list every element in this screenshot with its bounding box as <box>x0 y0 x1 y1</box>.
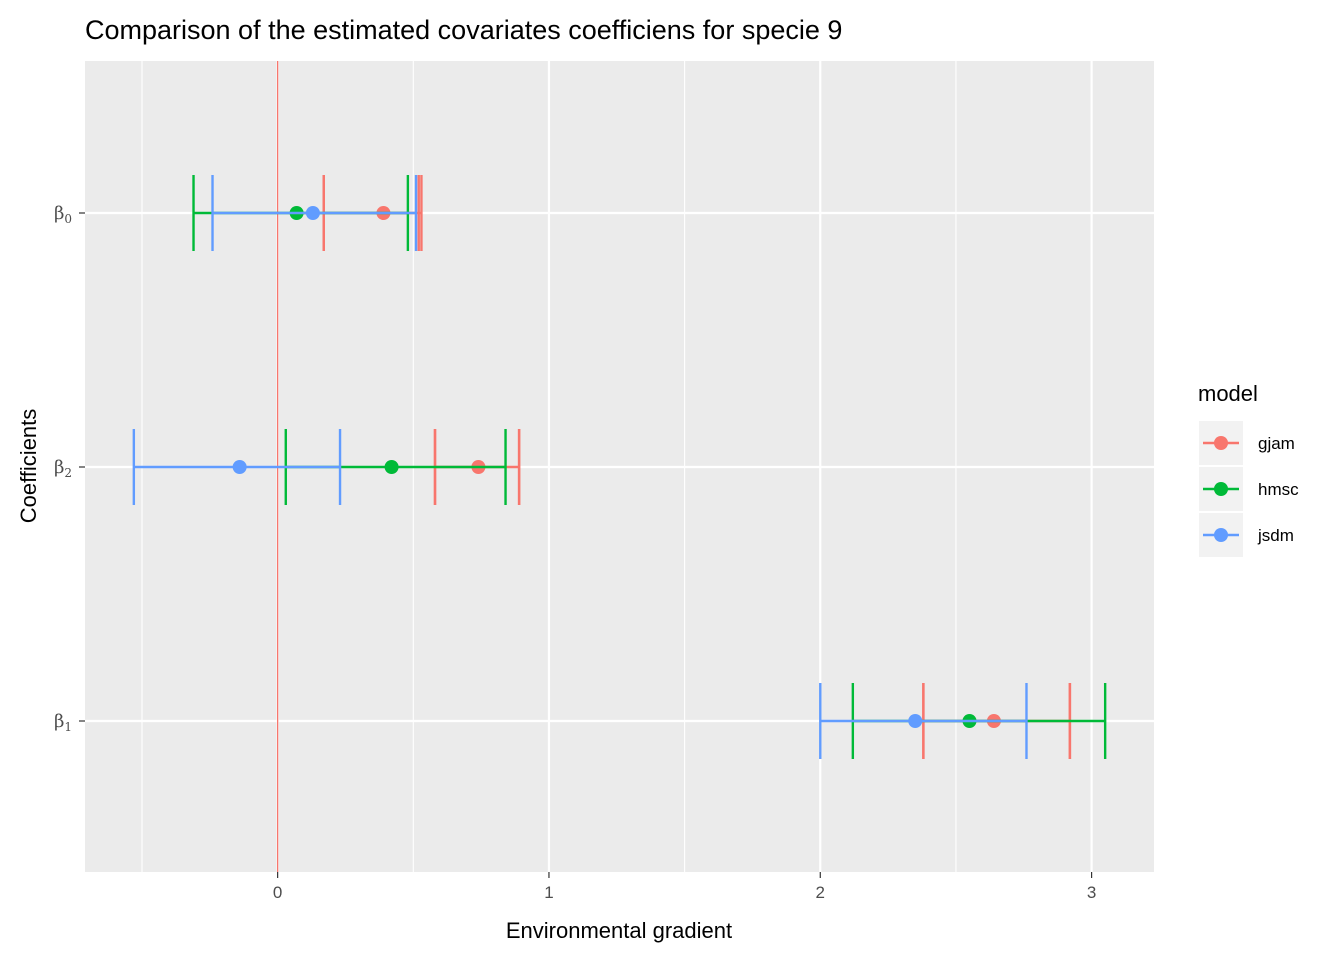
legend-label: gjam <box>1258 434 1295 453</box>
legend-key-point <box>1214 482 1228 496</box>
series-layer <box>132 175 1107 759</box>
chart-title: Comparison of the estimated covariates c… <box>85 15 842 45</box>
x-tick-label: 3 <box>1087 883 1096 902</box>
legend-label: hmsc <box>1258 480 1299 499</box>
y-tick-label: β1 <box>54 711 72 734</box>
legend-label: jsdm <box>1257 526 1294 545</box>
legend: model gjam hmsc jsdm <box>1198 381 1299 557</box>
legend-item-hmsc: hmsc <box>1199 467 1299 511</box>
series-jsdm <box>132 175 1028 759</box>
x-tick-label: 0 <box>273 883 282 902</box>
legend-item-gjam: gjam <box>1199 421 1295 465</box>
y-tick-label: β0 <box>54 203 72 226</box>
jsdm-point <box>232 460 247 474</box>
legend-item-jsdm: jsdm <box>1199 513 1294 557</box>
x-tick-label: 1 <box>544 883 553 902</box>
legend-key-point <box>1214 436 1228 450</box>
axes: 0 1 2 3 β0 β2 β1 <box>54 203 1096 902</box>
jsdm-point <box>908 714 923 728</box>
jsdm-point <box>305 206 320 220</box>
x-tick-label: 2 <box>816 883 825 902</box>
y-tick-label: β2 <box>54 457 72 480</box>
legend-title: model <box>1198 381 1258 406</box>
x-axis-title: Environmental gradient <box>506 918 732 943</box>
hmsc-point <box>384 460 399 474</box>
y-axis-title: Coefficients <box>16 409 41 524</box>
legend-key-point <box>1214 528 1228 542</box>
